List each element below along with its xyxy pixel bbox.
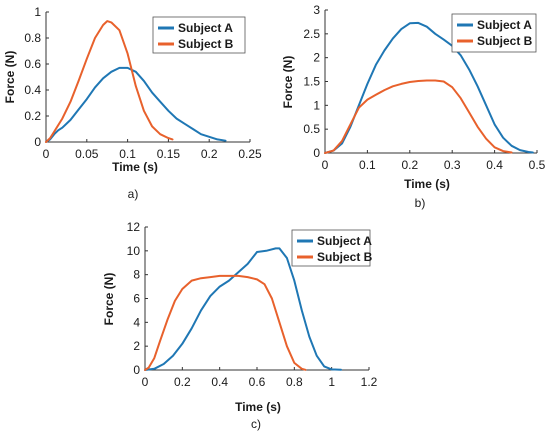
x-tick-label: 1 [328, 375, 335, 389]
y-tick-label: 0.5 [303, 122, 320, 136]
legend-box [451, 13, 537, 53]
x-tick-label: 0.1 [119, 147, 136, 161]
x-axis-title: Time (s) [404, 177, 450, 191]
y-axis-title: Force (N) [102, 273, 116, 326]
x-tick-label: 0.2 [401, 158, 418, 172]
y-tick-label: 1 [34, 5, 41, 19]
y-tick-label: 0 [313, 146, 320, 160]
x-tick-label: 0.05 [75, 147, 99, 161]
y-tick-label: 0.6 [24, 57, 41, 71]
panel-label: a) [128, 187, 139, 201]
x-tick-label: 0.1 [359, 158, 376, 172]
y-tick-label: 0 [34, 135, 41, 149]
legend: Subject A Subject B [451, 13, 537, 53]
x-tick-label: 0.25 [238, 147, 262, 161]
series-line-subject-a [144, 247, 342, 371]
y-tick-label: 0.2 [24, 109, 41, 123]
legend-entry: Subject A [178, 21, 233, 35]
series-line-subject-b [144, 274, 307, 371]
x-tick-label: 0.6 [249, 375, 266, 389]
y-axis-title: Force (N) [281, 56, 295, 109]
panel-a: 0 0.05 0.1 0.15 0.2 0.25 0 0.2 0.4 0.6 0.8 1 Time (s… [3, 5, 262, 201]
y-tick-label: 2 [133, 339, 140, 353]
y-tick-label: 2.5 [303, 27, 320, 41]
x-tick-label: 0.4 [486, 158, 503, 172]
panel-b: 0 0.1 0.2 0.3 0.4 0.5 0 0.5 1 1.5 2 2.5 3 Time (s) For… [281, 3, 546, 210]
x-tick-label: 0 [142, 375, 149, 389]
x-tick-label: 0 [322, 158, 329, 172]
y-tick-label: 0.4 [24, 83, 41, 97]
panel-label: b) [415, 196, 426, 210]
y-tick-label: 2 [313, 51, 320, 65]
series-line-subject-b [45, 20, 174, 143]
y-tick-label: 4 [133, 315, 140, 329]
y-axis-title: Force (N) [3, 51, 17, 104]
x-tick-label: 0.5 [529, 158, 546, 172]
series-line-subject-a [45, 66, 227, 143]
y-tick-label: 1.5 [303, 75, 320, 89]
y-tick-label: 0.8 [24, 31, 41, 45]
legend-entry: Subject A [477, 18, 532, 32]
legend-entry: Subject A [317, 234, 372, 248]
y-tick-label: 6 [133, 292, 140, 306]
x-axis-title: Time (s) [112, 160, 158, 174]
x-tick-label: 0.8 [286, 375, 303, 389]
legend-box [152, 16, 246, 54]
legend-entry: Subject B [317, 250, 373, 264]
y-tick-label: 12 [127, 220, 141, 234]
x-tick-label: 1.2 [361, 375, 378, 389]
y-tick-label: 0 [133, 363, 140, 377]
y-tick-label: 8 [133, 268, 140, 282]
x-tick-label: 0.4 [211, 375, 228, 389]
x-tick-label: 0.2 [201, 147, 218, 161]
series-line-subject-a [324, 21, 534, 154]
legend: Subject A Subject B [291, 229, 373, 267]
x-tick-label: 0.2 [174, 375, 191, 389]
legend-box [291, 229, 371, 267]
legend-entry: Subject B [477, 34, 533, 48]
panel-c: 0 0.2 0.4 0.6 0.8 1 1.2 0 2 4 6 8 10 12 Time (s) Force … [102, 220, 378, 431]
x-tick-label: 0 [43, 147, 50, 161]
legend: Subject A Subject B [152, 16, 246, 54]
y-tick-label: 10 [127, 244, 141, 258]
y-tick-label: 3 [313, 3, 320, 17]
y-tick-label: 1 [313, 98, 320, 112]
x-axis-title: Time (s) [235, 400, 281, 414]
legend-entry: Subject B [178, 37, 234, 51]
x-tick-label: 0.15 [157, 147, 181, 161]
series-line-subject-b [324, 79, 513, 154]
x-tick-label: 0.3 [444, 158, 461, 172]
panel-label: c) [251, 417, 261, 431]
